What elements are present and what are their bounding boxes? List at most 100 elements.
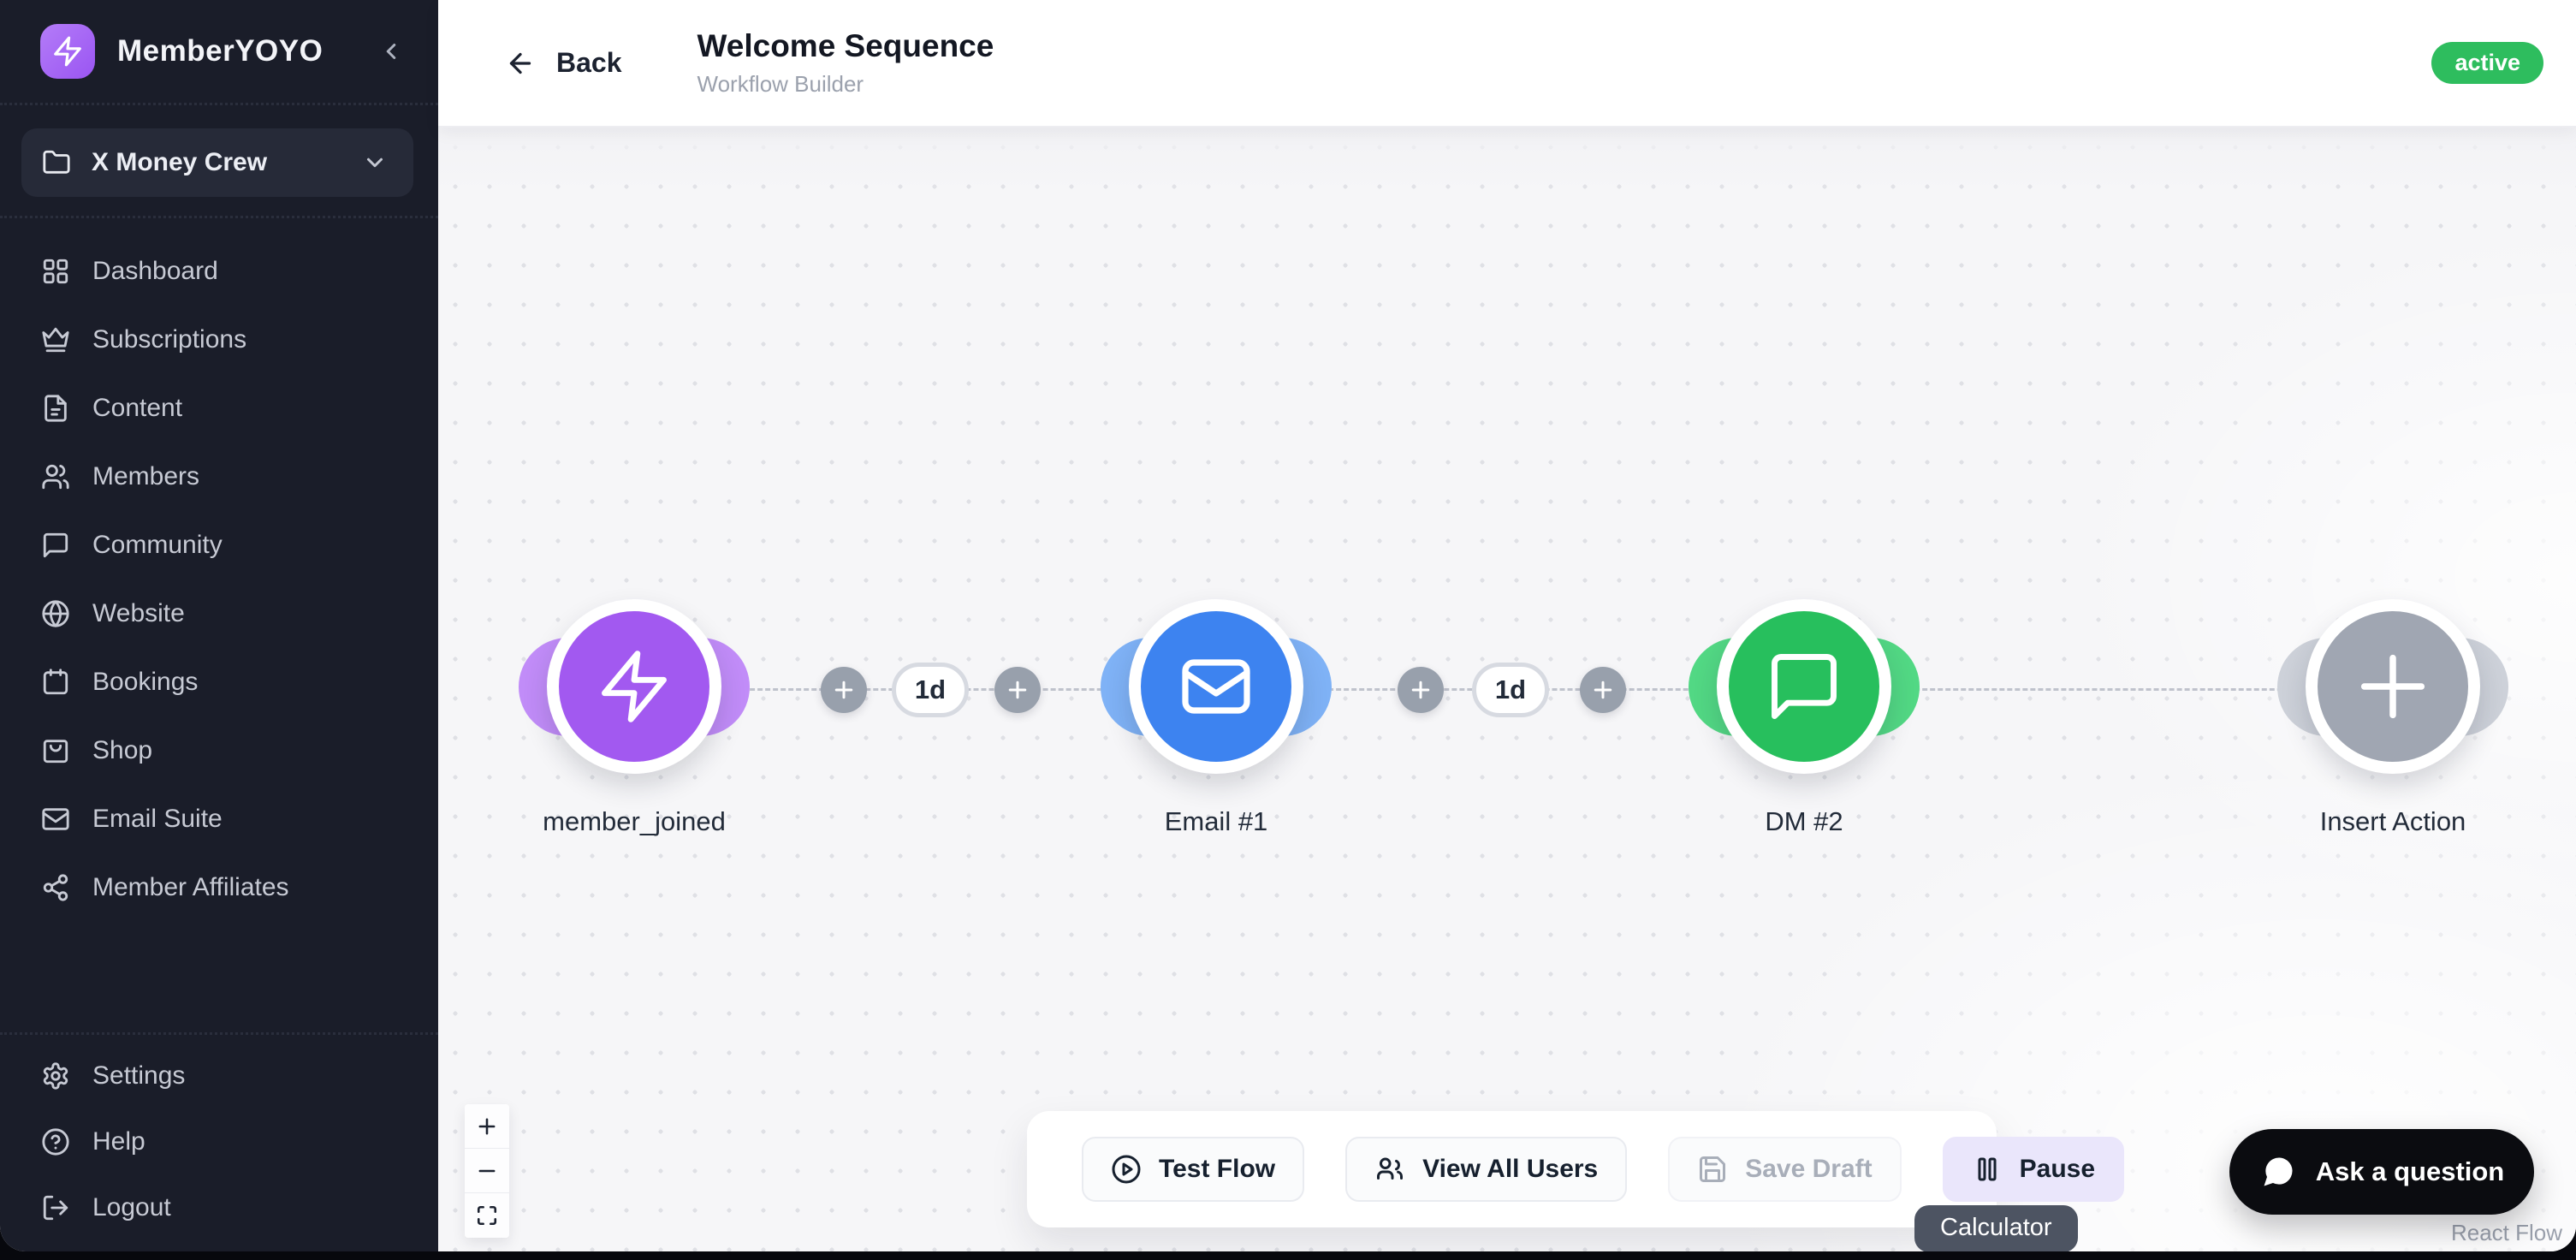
- delay-badge[interactable]: 1d: [892, 663, 969, 717]
- sidebar-item-bookings[interactable]: Bookings: [0, 648, 438, 716]
- delay-label: 1d: [914, 675, 947, 704]
- sidebar-item-email-suite[interactable]: Email Suite: [0, 785, 438, 853]
- workflow-node-dm-2[interactable]: [1689, 599, 1920, 774]
- sidebar-item-content[interactable]: Content: [0, 374, 438, 443]
- logout-icon: [41, 1193, 70, 1222]
- file-text-icon: [41, 394, 70, 423]
- pause-button[interactable]: Pause: [1942, 1137, 2125, 1202]
- users-icon: [41, 462, 70, 491]
- test-flow-button[interactable]: Test Flow: [1082, 1137, 1305, 1202]
- flow-connector-line: [703, 688, 2398, 691]
- crown-icon: [41, 325, 70, 354]
- sidebar-item-logout[interactable]: Logout: [0, 1174, 438, 1240]
- sidebar-item-label: Members: [92, 462, 200, 490]
- sidebar-item-label: Subscriptions: [92, 325, 247, 354]
- message-square-icon: [1772, 654, 1837, 719]
- workspace-name: X Money Crew: [92, 148, 268, 176]
- sidebar-item-subscriptions[interactable]: Subscriptions: [0, 306, 438, 374]
- sidebar-item-label: Dashboard: [92, 257, 218, 285]
- share-icon: [41, 873, 70, 902]
- sidebar-item-label: Help: [92, 1126, 145, 1156]
- sidebar-item-help[interactable]: Help: [0, 1108, 438, 1174]
- play-circle-icon: [1111, 1154, 1142, 1185]
- dashboard-grid-icon: [41, 257, 70, 286]
- sidebar-item-members[interactable]: Members: [0, 443, 438, 511]
- users-icon: [1374, 1154, 1405, 1185]
- node-label: member_joined: [543, 806, 726, 836]
- sidebar-item-label: Email Suite: [92, 805, 223, 833]
- dm-node-circle[interactable]: [1717, 599, 1891, 774]
- view-all-users-button[interactable]: View All Users: [1345, 1137, 1628, 1202]
- ask-question-button[interactable]: Ask a question: [2229, 1129, 2534, 1215]
- add-step-button[interactable]: [994, 667, 1041, 713]
- sidebar-item-member-affiliates[interactable]: Member Affiliates: [0, 853, 438, 922]
- plus-icon: [1008, 681, 1027, 699]
- sidebar-item-website[interactable]: Website: [0, 579, 438, 648]
- plus-icon: [478, 1118, 496, 1134]
- tooltip-label: Calculator: [1940, 1214, 2052, 1241]
- sidebar-item-dashboard[interactable]: Dashboard: [0, 237, 438, 306]
- canvas-zoom-controls: [465, 1104, 509, 1238]
- brand-name: MemberYOYO: [117, 34, 323, 68]
- chevron-down-icon: [367, 158, 383, 168]
- add-step-button[interactable]: [1580, 667, 1626, 713]
- brand-logo: [40, 24, 95, 79]
- calendar-icon: [41, 668, 70, 697]
- workflow-node-email-1[interactable]: [1101, 599, 1332, 774]
- topbar: Back Welcome Sequence Workflow Builder a…: [438, 0, 2576, 128]
- trigger-node-circle[interactable]: [547, 599, 721, 774]
- email-node-circle[interactable]: [1129, 599, 1303, 774]
- workflow-node-member-joined[interactable]: [519, 599, 750, 774]
- sidebar-item-label: Settings: [92, 1061, 186, 1090]
- workflow-toolbar: Test Flow View All Users Save Draft Paus…: [1027, 1111, 2125, 1227]
- add-step-button[interactable]: [821, 667, 867, 713]
- sidebar-item-label: Logout: [92, 1192, 171, 1221]
- workflow-node-insert-action[interactable]: [2277, 599, 2508, 774]
- sidebar-footer-menu: Settings Help Logout: [0, 1043, 438, 1240]
- minus-icon: [478, 1169, 496, 1172]
- sidebar-item-label: Shop: [92, 736, 153, 764]
- sidebar-header: MemberYOYO: [0, 0, 438, 105]
- sidebar-collapse-button[interactable]: [378, 39, 404, 64]
- sidebar-item-settings[interactable]: Settings: [0, 1043, 438, 1108]
- sidebar-item-label: Member Affiliates: [92, 873, 289, 901]
- calculator-tooltip: Calculator: [1914, 1205, 2078, 1251]
- react-flow-attribution: React Flow: [2450, 1220, 2562, 1245]
- workspace-selector[interactable]: X Money Crew: [21, 128, 413, 197]
- sidebar-item-shop[interactable]: Shop: [0, 716, 438, 785]
- button-label: Pause: [2019, 1155, 2096, 1183]
- workflow-canvas[interactable]: member_joined 1d Email #1 1d: [438, 128, 2576, 1251]
- message-square-icon: [41, 531, 70, 560]
- sidebar-divider: [0, 216, 438, 218]
- save-draft-button[interactable]: Save Draft: [1668, 1137, 1902, 1202]
- add-step-button[interactable]: [1398, 667, 1444, 713]
- help-circle-icon: [41, 1127, 70, 1156]
- sidebar-item-label: Content: [92, 394, 183, 422]
- insert-action-node-circle[interactable]: [2306, 599, 2480, 774]
- sidebar-item-community[interactable]: Community: [0, 511, 438, 579]
- mail-icon: [41, 805, 70, 834]
- button-label: Save Draft: [1745, 1155, 1873, 1183]
- plus-icon: [1594, 681, 1612, 699]
- title-block: Welcome Sequence Workflow Builder: [697, 28, 994, 98]
- sidebar-item-label: Website: [92, 599, 185, 627]
- plus-icon: [2360, 654, 2425, 719]
- status-badge: active: [2431, 42, 2543, 84]
- zoom-in-button[interactable]: [465, 1104, 509, 1149]
- plus-icon: [834, 681, 853, 699]
- fit-view-button[interactable]: [465, 1193, 509, 1238]
- lightning-icon: [602, 651, 667, 722]
- arrow-left-icon: [509, 52, 531, 74]
- shopping-bag-icon: [41, 736, 70, 765]
- zoom-out-button[interactable]: [465, 1149, 509, 1193]
- pause-icon: [1972, 1154, 2003, 1185]
- sidebar-item-label: Community: [92, 531, 223, 559]
- chat-bubble-icon: [2264, 1157, 2293, 1186]
- back-button[interactable]: Back: [505, 47, 622, 79]
- sidebar: MemberYOYO X Money Crew Dashboard Subscr…: [0, 0, 438, 1251]
- sidebar-item-label: Bookings: [92, 668, 199, 696]
- globe-icon: [41, 599, 70, 628]
- delay-badge[interactable]: 1d: [1472, 663, 1549, 717]
- mail-icon: [1182, 659, 1250, 714]
